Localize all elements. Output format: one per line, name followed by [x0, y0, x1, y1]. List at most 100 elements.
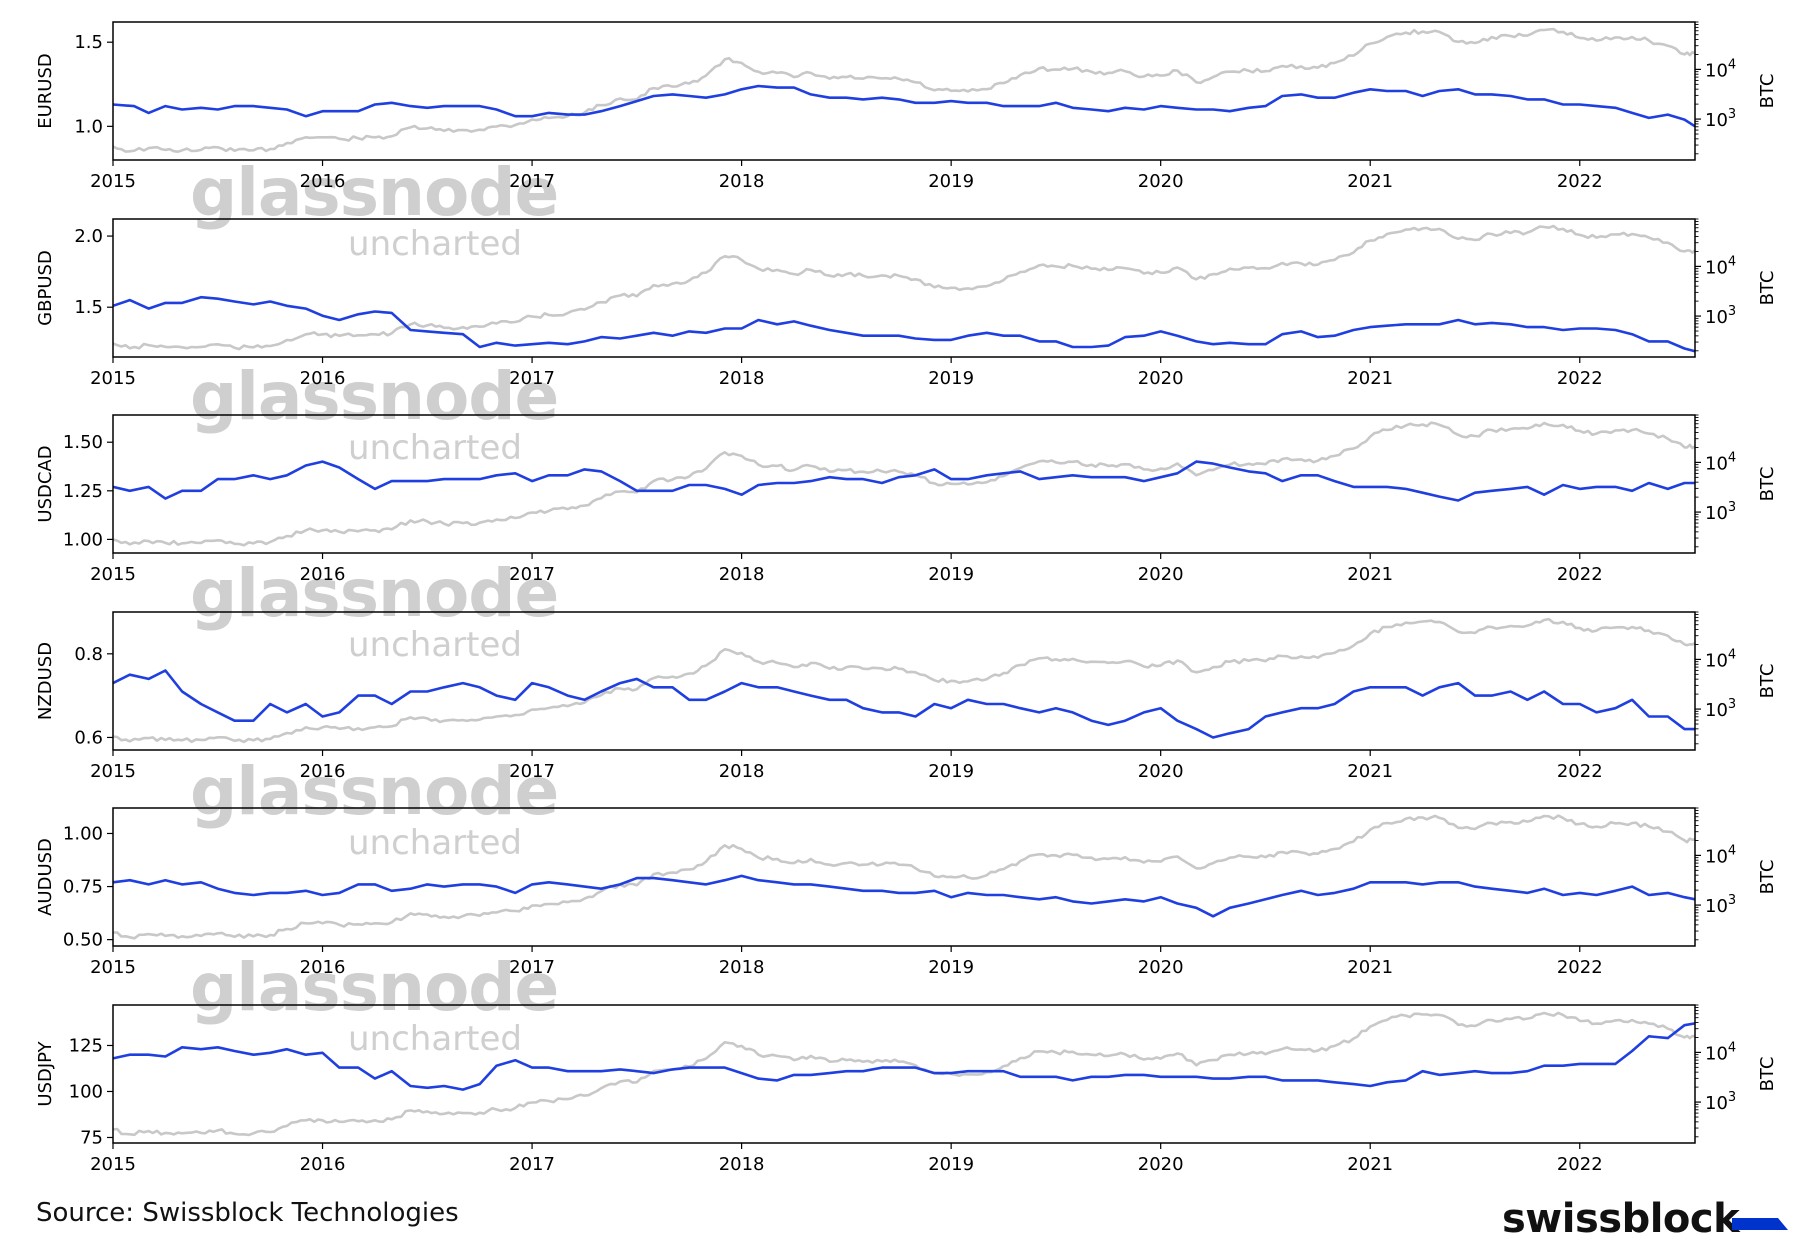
y2-tick-exponent: 4: [1728, 254, 1736, 269]
y-axis-label: AUDUSD: [35, 838, 56, 916]
btc-line: [112, 617, 1696, 744]
btc-line: [112, 1011, 1696, 1137]
x-tick-label: 2018: [719, 564, 765, 585]
x-tick-label: 2015: [90, 368, 136, 389]
fx-series-line: [112, 669, 1695, 739]
x-tick-label: 2022: [1557, 564, 1603, 585]
x-tick-label: 2021: [1347, 761, 1393, 782]
watermark-uncharted: uncharted: [348, 625, 522, 665]
btc-line: [113, 814, 1696, 940]
watermark-uncharted: uncharted: [348, 1019, 522, 1059]
fx-series-line: [112, 1022, 1696, 1091]
x-tick-label: 2018: [719, 761, 765, 782]
y2-tick-label: 103: [1705, 500, 1736, 524]
x-tick-label: 2017: [509, 171, 555, 192]
x-tick-label: 2017: [509, 564, 555, 585]
y2-axis-label: BTC: [1757, 467, 1778, 502]
watermark-glassnode: glassnode: [190, 358, 558, 435]
y-tick-label: 1.00: [63, 823, 103, 844]
subplot-eurusd: 2015 2016 2017 2018 2019 2020 2021 2022 1.0 1.5 EU…: [35, 21, 1778, 192]
watermark-glassnode: glassnode: [190, 753, 558, 830]
y2-tick-exponent: 3: [1728, 697, 1736, 712]
fx-series-line: [112, 460, 1695, 502]
plot-frame: [112, 1004, 1696, 1144]
y2-tick-label: 104: [1705, 254, 1736, 278]
y-tick-label: 2.0: [74, 226, 103, 247]
y2-tick-exponent: 3: [1728, 107, 1736, 122]
y2-axis-label: BTC: [1757, 860, 1778, 895]
plot-frame: [112, 218, 1696, 358]
y2-tick-exponent: 3: [1728, 893, 1736, 908]
x-tick-label: 2015: [90, 171, 136, 192]
fx-series-line: [112, 874, 1696, 918]
watermark-uncharted: uncharted: [348, 224, 522, 264]
y2-axis-label: BTC: [1757, 271, 1778, 306]
brand-logo-text: swissblock: [1502, 1196, 1740, 1242]
x-tick-label: 2017: [509, 368, 555, 389]
x-tick-label: 2015: [90, 761, 136, 782]
y-tick-label: 1.0: [74, 116, 103, 137]
source-note: Source: Swissblock Technologies: [36, 1198, 459, 1228]
x-tick-label: 2016: [300, 1154, 346, 1175]
watermark-uncharted: uncharted: [348, 823, 522, 863]
subplot-nzdusd: 2015 2016 2017 2018 2019 2020 2021 2022 0.6 0.8 NZ…: [35, 611, 1778, 782]
x-tick-label: 2020: [1138, 564, 1184, 585]
y2-axis-label: BTC: [1757, 74, 1778, 109]
y2-tick-exponent: 4: [1728, 647, 1736, 662]
y2-tick-exponent: 3: [1728, 304, 1736, 319]
x-tick-label: 2020: [1138, 171, 1184, 192]
y2-axis-label: BTC: [1757, 664, 1778, 699]
x-tick-label: 2015: [90, 564, 136, 585]
x-tick-label: 2022: [1557, 1154, 1603, 1175]
y2-tick-label: 104: [1705, 647, 1736, 671]
x-tick-label: 2019: [928, 564, 974, 585]
x-tick-label: 2016: [300, 171, 346, 192]
x-tick-label: 2018: [719, 1154, 765, 1175]
x-tick-label: 2021: [1347, 171, 1393, 192]
y-tick-label: 125: [69, 1035, 103, 1056]
x-tick-label: 2019: [928, 1154, 974, 1175]
y2-tick-label: 104: [1705, 1040, 1736, 1064]
x-tick-label: 2020: [1138, 1154, 1184, 1175]
x-tick-label: 2016: [300, 957, 346, 978]
y-axis-label: USDJPY: [35, 1040, 56, 1106]
plot-frame: [112, 414, 1696, 554]
x-tick-label: 2019: [928, 368, 974, 389]
watermark-glassnode: glassnode: [190, 154, 558, 231]
y-tick-label: 1.00: [63, 529, 103, 550]
x-tick-label: 2018: [719, 368, 765, 389]
x-tick-label: 2019: [928, 957, 974, 978]
x-tick-label: 2021: [1347, 368, 1393, 389]
subplot-gbpusd: 2015 2016 2017 2018 2019 2020 2021 2022 1.5 2.0 GB…: [35, 218, 1778, 389]
plot-frame: [112, 611, 1696, 751]
x-tick-label: 2021: [1347, 564, 1393, 585]
y2-tick-label: 104: [1705, 57, 1736, 81]
y-tick-label: 0.75: [63, 877, 103, 898]
y-tick-label: 1.5: [74, 297, 103, 318]
fx-series-line: [112, 295, 1696, 353]
y-tick-label: 1.50: [63, 432, 103, 453]
plot-frame: [112, 21, 1696, 161]
btc-line: [112, 421, 1696, 547]
x-tick-label: 2022: [1557, 957, 1603, 978]
y-axis-label: USDCAD: [35, 445, 56, 522]
subplot-audusd: 2015 2016 2017 2018 2019 2020 2021 2022 0.50 0.75…: [35, 807, 1778, 978]
btc-line: [112, 27, 1696, 153]
y2-tick-exponent: 3: [1728, 500, 1736, 515]
y2-tick-label: 103: [1705, 1090, 1736, 1114]
x-tick-label: 2016: [300, 761, 346, 782]
x-tick-label: 2019: [928, 171, 974, 192]
x-tick-label: 2022: [1557, 368, 1603, 389]
y2-tick-label: 103: [1705, 893, 1736, 917]
x-tick-label: 2019: [928, 761, 974, 782]
x-tick-label: 2016: [300, 564, 346, 585]
x-tick-label: 2020: [1138, 957, 1184, 978]
y2-tick-exponent: 4: [1728, 1040, 1736, 1055]
y2-tick-exponent: 4: [1728, 450, 1736, 465]
btc-line: [112, 224, 1696, 351]
y-tick-label: 0.50: [63, 930, 103, 951]
watermark-glassnode: glassnode: [190, 949, 558, 1026]
y-axis-label: EURUSD: [35, 53, 56, 129]
y-axis-label: GBPUSD: [35, 250, 56, 326]
